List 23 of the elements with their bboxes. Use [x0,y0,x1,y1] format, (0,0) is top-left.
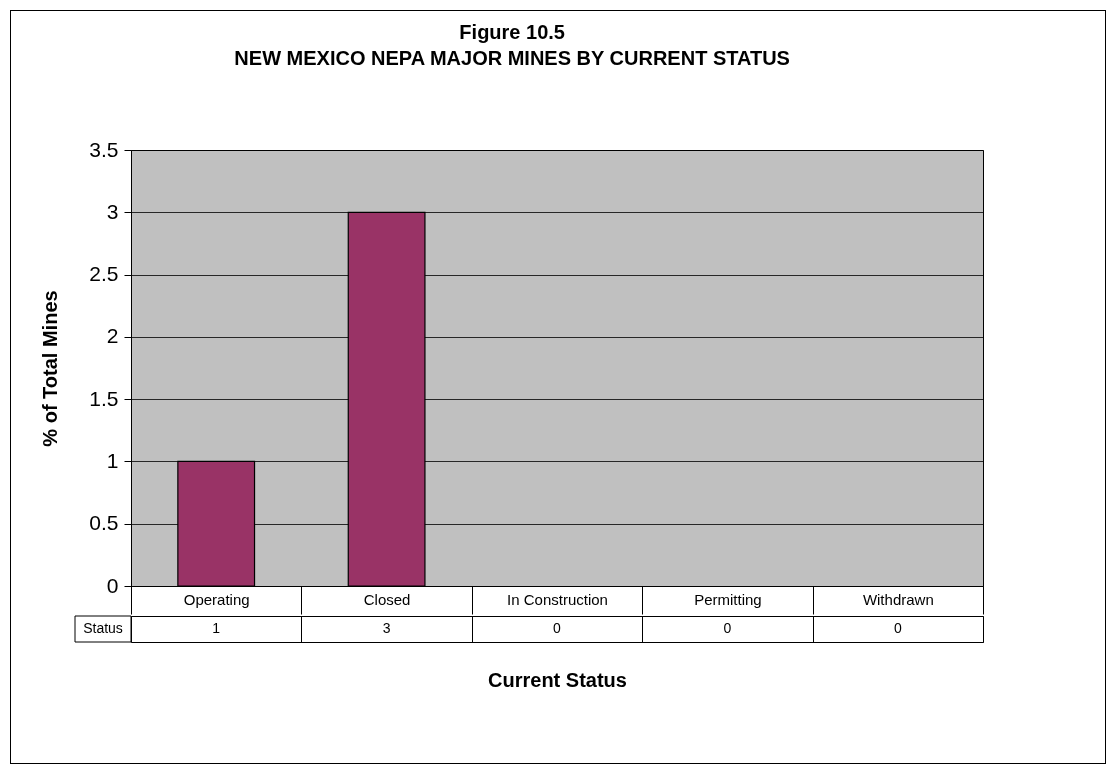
x-tick-label: Closed [363,590,411,608]
x-tick-label: Permitting [694,590,762,608]
chart-subtitle: NEW MEXICO NEPA MAJOR MINES BY CURRENT STATUS [234,46,790,69]
chart-title: Figure 10.5 [459,20,565,43]
data-label: 1 [212,620,221,636]
y-tick-label: 0.5 [89,511,119,535]
y-tick-label: 1.5 [89,386,119,410]
data-label: 0 [553,620,562,636]
x-axis-title: Current Status [488,668,627,691]
data-label: 0 [893,620,902,636]
y-tick-label: 1 [106,448,119,472]
legend-label: Status [83,620,123,636]
y-tick-label: 2 [106,324,119,348]
x-tick-label: In Construction [507,590,608,608]
y-tick-label: 3.5 [89,137,119,161]
data-label: 3 [382,620,391,636]
y-tick-label: 2.5 [89,262,119,286]
x-tick-label: Withdrawn [862,590,934,608]
y-tick-label: 0 [106,573,119,597]
data-label: 0 [723,620,732,636]
x-tick-label: Operating [183,590,250,608]
y-axis-title: % of Total Mines [39,290,62,447]
y-tick-label: 3 [106,199,119,223]
